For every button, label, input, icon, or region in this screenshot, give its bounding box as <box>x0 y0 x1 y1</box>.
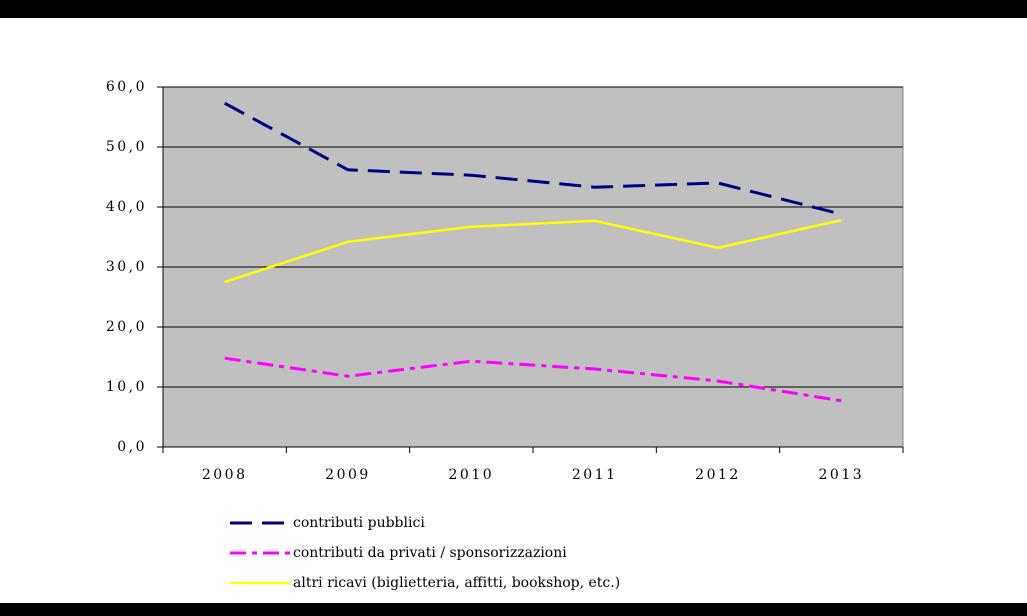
series-line <box>223 101 842 216</box>
legend-label: contributi da privati / sponsorizzazioni <box>293 545 567 561</box>
x-tick-label: 2013 <box>819 467 865 483</box>
legend-label: contributi pubblici <box>293 515 425 531</box>
x-tick-label: 2012 <box>695 467 741 483</box>
y-tick-label: 30,0 <box>106 259 147 275</box>
legend-label: altri ricavi (biglietteria, affitti, boo… <box>293 575 620 591</box>
y-tick-label: 50,0 <box>106 139 147 155</box>
x-tick-label: 2011 <box>572 467 618 483</box>
series-line <box>224 356 842 403</box>
y-tick-label: 60,0 <box>106 79 147 95</box>
x-tick-label: 2008 <box>202 467 248 483</box>
x-tick-label: 2010 <box>449 467 495 483</box>
y-tick-label: 0,0 <box>117 439 147 455</box>
y-tick-label: 40,0 <box>106 199 147 215</box>
y-tick-label: 10,0 <box>106 379 147 395</box>
series-line <box>224 218 842 284</box>
y-tick-label: 20,0 <box>106 319 147 335</box>
x-tick-label: 2009 <box>325 467 371 483</box>
